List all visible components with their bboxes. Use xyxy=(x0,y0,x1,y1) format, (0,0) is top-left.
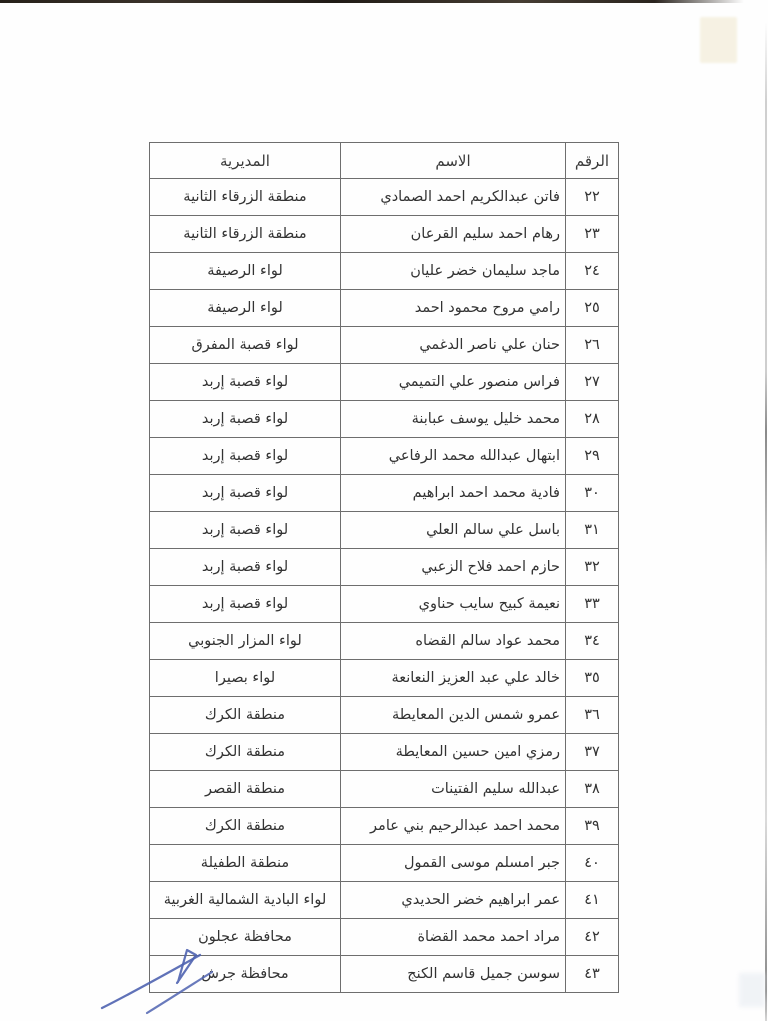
row-number: ٣٧ xyxy=(565,733,619,771)
row-name: مراد احمد محمد القضاة xyxy=(340,918,566,956)
table-row: ٣٦ عمرو شمس الدين المعايطة منطقة الكرك xyxy=(149,696,619,734)
table-row: ٤١ عمر ابراهيم خضر الحديدي لواء البادية ال… xyxy=(149,881,619,919)
row-number: ٢٣ xyxy=(565,215,619,253)
row-number: ٣٩ xyxy=(565,807,619,845)
table-row: ٢٦ حنان علي ناصر الدغمي لواء قصبة المفرق xyxy=(149,326,619,364)
row-directorate: لواء البادية الشمالية الغربية xyxy=(149,881,341,919)
row-number: ٣٨ xyxy=(565,770,619,808)
row-name: باسل علي سالم العلي xyxy=(340,511,566,549)
row-name: حازم احمد فلاح الزعبي xyxy=(340,548,566,586)
table-row: ٣٥ خالد علي عبد العزيز النعانعة لواء بصيرا xyxy=(149,659,619,697)
row-directorate: لواء قصبة إربد xyxy=(149,474,341,512)
row-name: عبدالله سليم الفتينات xyxy=(340,770,566,808)
row-name: خالد علي عبد العزيز النعانعة xyxy=(340,659,566,697)
row-number: ٢٤ xyxy=(565,252,619,290)
row-number: ٢٢ xyxy=(565,178,619,216)
header-directorate: المديرية xyxy=(149,142,341,179)
table-row: ٢٧ فراس منصور علي التميمي لواء قصبة إربد xyxy=(149,363,619,401)
signature-ink-icon xyxy=(100,948,214,1015)
table-row: ٣٨ عبدالله سليم الفتينات منطقة القصر xyxy=(149,770,619,808)
row-directorate: منطقة الطفيلة xyxy=(149,844,341,882)
row-number: ٢٨ xyxy=(565,400,619,438)
table-row: ٢٣ رهام احمد سليم القرعان منطقة الزرقاء ال… xyxy=(149,215,619,253)
row-name: عمرو شمس الدين المعايطة xyxy=(340,696,566,734)
row-directorate: لواء الرصيفة xyxy=(149,252,341,290)
row-name: جبر امسلم موسى القمول xyxy=(340,844,566,882)
row-name: حنان علي ناصر الدغمي xyxy=(340,326,566,364)
row-number: ٢٥ xyxy=(565,289,619,327)
scan-fold-line-artifact xyxy=(765,22,767,1021)
row-directorate: لواء المزار الجنوبي xyxy=(149,622,341,660)
row-number: ٣٣ xyxy=(565,585,619,623)
row-name: فاتن عبدالكريم احمد الصمادي xyxy=(340,178,566,216)
row-directorate: منطقة الزرقاء الثانية xyxy=(149,178,341,216)
header-number: الرقم xyxy=(565,142,619,179)
row-name: فادية محمد احمد ابراهيم xyxy=(340,474,566,512)
row-name: سوسن جميل قاسم الكنج xyxy=(340,955,566,993)
names-table: الرقم الاسم المديرية ٢٢ فاتن عبدالكريم اح… xyxy=(149,142,619,993)
row-name: محمد احمد عبدالرحيم بني عامر xyxy=(340,807,566,845)
table-row: ٣٣ نعيمة كبيح سايب حناوي لواء قصبة إربد xyxy=(149,585,619,623)
row-directorate: لواء قصبة المفرق xyxy=(149,326,341,364)
row-name: عمر ابراهيم خضر الحديدي xyxy=(340,881,566,919)
row-number: ٢٩ xyxy=(565,437,619,475)
row-number: ٤٣ xyxy=(565,955,619,993)
table-row: ٤٠ جبر امسلم موسى القمول منطقة الطفيلة xyxy=(149,844,619,882)
table-row: ٢٨ محمد خليل يوسف عبابنة لواء قصبة إربد xyxy=(149,400,619,438)
table-row: ٣٠ فادية محمد احمد ابراهيم لواء قصبة إربد xyxy=(149,474,619,512)
row-name: فراس منصور علي التميمي xyxy=(340,363,566,401)
row-number: ٣٤ xyxy=(565,622,619,660)
table-row: ٣١ باسل علي سالم العلي لواء قصبة إربد xyxy=(149,511,619,549)
row-directorate: منطقة الكرك xyxy=(149,696,341,734)
row-name: ابتهال عبدالله محمد الرفاعي xyxy=(340,437,566,475)
row-directorate: محافظة جرش xyxy=(149,955,341,993)
row-number: ٤٠ xyxy=(565,844,619,882)
table-row: ٢٢ فاتن عبدالكريم احمد الصمادي منطقة الزرق… xyxy=(149,178,619,216)
row-directorate: لواء بصيرا xyxy=(149,659,341,697)
table-row: ٤٣ سوسن جميل قاسم الكنج محافظة جرش xyxy=(149,955,619,993)
row-number: ٣٠ xyxy=(565,474,619,512)
table-header-row: الرقم الاسم المديرية xyxy=(149,142,619,179)
header-name: الاسم xyxy=(340,142,566,179)
row-name: محمد عواد سالم القضاه xyxy=(340,622,566,660)
row-name: ماجد سليمان خضر عليان xyxy=(340,252,566,290)
row-directorate: لواء قصبة إربد xyxy=(149,437,341,475)
row-number: ٣٥ xyxy=(565,659,619,697)
table-row: ٣٩ محمد احمد عبدالرحيم بني عامر منطقة الكر… xyxy=(149,807,619,845)
row-name: رمزي امين حسين المعايطة xyxy=(340,733,566,771)
table-row: ٢٤ ماجد سليمان خضر عليان لواء الرصيفة xyxy=(149,252,619,290)
row-directorate: منطقة الكرك xyxy=(149,733,341,771)
row-name: رهام احمد سليم القرعان xyxy=(340,215,566,253)
corner-smudge-artifact xyxy=(739,973,765,1007)
row-directorate: لواء قصبة إربد xyxy=(149,585,341,623)
row-number: ٢٧ xyxy=(565,363,619,401)
table-row: ٣٧ رمزي امين حسين المعايطة منطقة الكرك xyxy=(149,733,619,771)
table-row: ٣٢ حازم احمد فلاح الزعبي لواء قصبة إربد xyxy=(149,548,619,586)
row-number: ٣٢ xyxy=(565,548,619,586)
row-directorate: لواء قصبة إربد xyxy=(149,400,341,438)
yellow-scan-mark xyxy=(700,17,737,63)
row-name: نعيمة كبيح سايب حناوي xyxy=(340,585,566,623)
row-directorate: لواء قصبة إربد xyxy=(149,548,341,586)
table-row: ٢٩ ابتهال عبدالله محمد الرفاعي لواء قصبة إ… xyxy=(149,437,619,475)
row-name: رامي مروح محمود احمد xyxy=(340,289,566,327)
row-number: ٢٦ xyxy=(565,326,619,364)
row-number: ٣٦ xyxy=(565,696,619,734)
row-directorate: لواء قصبة إربد xyxy=(149,511,341,549)
row-directorate: لواء الرصيفة xyxy=(149,289,341,327)
row-directorate: منطقة الكرك xyxy=(149,807,341,845)
row-directorate: لواء قصبة إربد xyxy=(149,363,341,401)
table-row: ٣٤ محمد عواد سالم القضاه لواء المزار الجنو… xyxy=(149,622,619,660)
scan-top-edge-artifact xyxy=(0,0,744,3)
row-number: ٤٢ xyxy=(565,918,619,956)
table-row: ٢٥ رامي مروح محمود احمد لواء الرصيفة xyxy=(149,289,619,327)
table-row: ٤٢ مراد احمد محمد القضاة محافظة عجلون xyxy=(149,918,619,956)
row-directorate: منطقة القصر xyxy=(149,770,341,808)
row-number: ٣١ xyxy=(565,511,619,549)
table-body: ٢٢ فاتن عبدالكريم احمد الصمادي منطقة الزرق… xyxy=(149,178,619,993)
row-directorate: منطقة الزرقاء الثانية xyxy=(149,215,341,253)
row-name: محمد خليل يوسف عبابنة xyxy=(340,400,566,438)
row-number: ٤١ xyxy=(565,881,619,919)
